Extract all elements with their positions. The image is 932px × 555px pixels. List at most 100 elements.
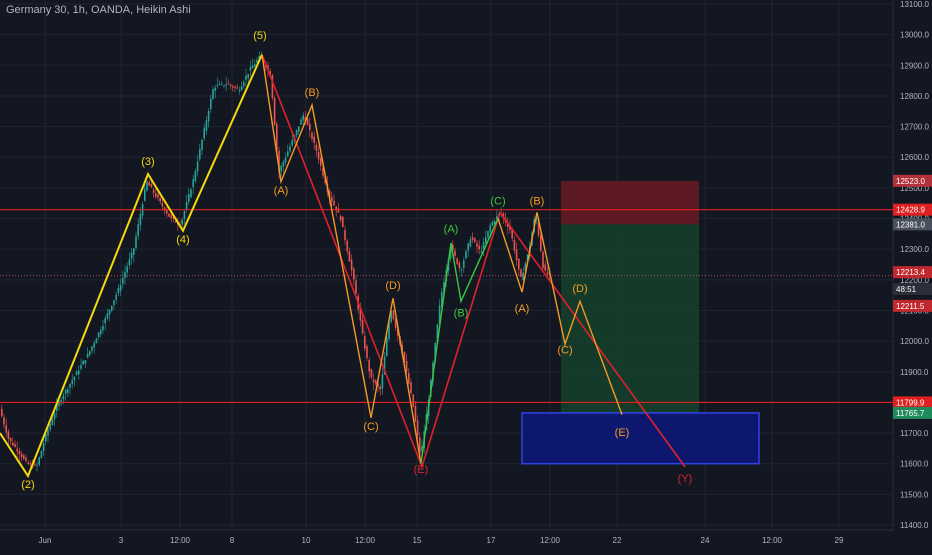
candle-body bbox=[443, 281, 445, 294]
candle-body bbox=[174, 221, 177, 223]
candle-body bbox=[86, 353, 89, 358]
candle-body bbox=[58, 400, 60, 407]
candle-body bbox=[170, 215, 172, 219]
candle-body bbox=[454, 250, 456, 256]
wave-label: (Y) bbox=[678, 473, 693, 485]
y-tick-label: 12200.0 bbox=[900, 276, 929, 285]
candle-body bbox=[183, 211, 186, 220]
candle-body bbox=[249, 66, 252, 71]
candle-body bbox=[379, 386, 381, 390]
price-tag-current: 12213.4 bbox=[896, 268, 925, 277]
green-abc-wave bbox=[420, 218, 499, 464]
candle-body bbox=[405, 360, 408, 372]
candle-body bbox=[108, 309, 111, 315]
candle-body bbox=[366, 346, 368, 358]
price-tag-target-top-box bbox=[893, 174, 932, 187]
candle-body bbox=[416, 420, 419, 436]
candle-body bbox=[463, 260, 465, 268]
candle-body bbox=[511, 229, 513, 239]
candle-body bbox=[144, 189, 146, 201]
candle-body bbox=[493, 221, 496, 224]
candle-body bbox=[234, 86, 236, 88]
x-tick-label: 17 bbox=[487, 536, 496, 545]
x-tick-label: 12:00 bbox=[540, 536, 561, 545]
candle-body bbox=[124, 272, 126, 279]
candle-body bbox=[372, 379, 375, 383]
candle-body bbox=[60, 399, 62, 404]
candle-body bbox=[469, 239, 472, 247]
candle-body bbox=[368, 359, 370, 372]
candle-body bbox=[489, 225, 491, 232]
candle-body bbox=[49, 424, 51, 430]
candle-body bbox=[509, 225, 511, 231]
price-tag-bid: 12211.5 bbox=[896, 302, 925, 311]
wave-label: (C) bbox=[490, 196, 505, 208]
candle-body bbox=[155, 193, 157, 197]
candle-body bbox=[273, 97, 276, 125]
x-tick-label: 15 bbox=[413, 536, 422, 545]
stop-loss-zone bbox=[561, 180, 699, 225]
candle-body bbox=[240, 86, 243, 91]
candle-body bbox=[113, 300, 115, 306]
price-tag-support-box bbox=[893, 396, 932, 409]
candle-body bbox=[119, 285, 122, 291]
candle-body bbox=[190, 189, 192, 198]
candle-body bbox=[232, 86, 234, 88]
candle-body bbox=[333, 200, 335, 206]
candle-body bbox=[168, 213, 170, 217]
candle-body bbox=[346, 240, 348, 252]
candle-body bbox=[377, 383, 379, 387]
candle-body bbox=[304, 117, 307, 122]
candle-body bbox=[62, 395, 65, 400]
candle-body bbox=[478, 245, 480, 250]
candle-body bbox=[236, 87, 238, 89]
wave-label: (D) bbox=[572, 283, 587, 295]
candle-body bbox=[216, 84, 219, 86]
price-tag-target-mid-box bbox=[893, 406, 932, 419]
candle-body bbox=[467, 243, 469, 251]
candle-body bbox=[337, 208, 340, 213]
x-tick-label: 3 bbox=[119, 536, 124, 545]
candle-body bbox=[205, 120, 208, 131]
orange-correction-wave bbox=[261, 54, 422, 464]
candle-body bbox=[75, 371, 78, 376]
candle-body bbox=[243, 82, 245, 86]
candle-body bbox=[14, 444, 16, 447]
price-tag-bid-box bbox=[893, 299, 932, 312]
y-tick-label: 12700.0 bbox=[900, 123, 929, 132]
candle-body bbox=[166, 210, 168, 214]
candle-body bbox=[67, 389, 69, 393]
candle-body bbox=[100, 329, 102, 335]
candle-body bbox=[344, 229, 346, 241]
candle-body bbox=[47, 429, 49, 436]
candle-body bbox=[496, 216, 498, 219]
candle-body bbox=[210, 98, 212, 109]
candle-body bbox=[42, 443, 45, 451]
candle-body bbox=[229, 84, 232, 86]
wave-label: (4) bbox=[176, 234, 189, 246]
candle-body bbox=[287, 151, 289, 157]
x-tick-label: Jun bbox=[39, 536, 52, 545]
candle-body bbox=[130, 252, 133, 259]
candle-body bbox=[104, 318, 106, 324]
candle-body bbox=[412, 394, 414, 407]
candle-body bbox=[128, 259, 131, 266]
candle-body bbox=[320, 157, 322, 166]
candle-body bbox=[64, 390, 67, 394]
y-tick-label: 11600.0 bbox=[900, 460, 929, 469]
candle-body bbox=[157, 194, 159, 198]
candle-body bbox=[456, 258, 458, 264]
candle-body bbox=[34, 464, 36, 466]
candle-body bbox=[1, 408, 3, 417]
candle-body bbox=[84, 360, 87, 364]
candle-body bbox=[148, 182, 150, 186]
candle-body bbox=[27, 462, 29, 465]
candle-body bbox=[238, 90, 241, 92]
candle-body bbox=[311, 132, 313, 140]
candle-body bbox=[201, 139, 203, 150]
candle-body bbox=[452, 244, 454, 251]
candle-body bbox=[322, 167, 324, 176]
candle-body bbox=[159, 198, 161, 202]
